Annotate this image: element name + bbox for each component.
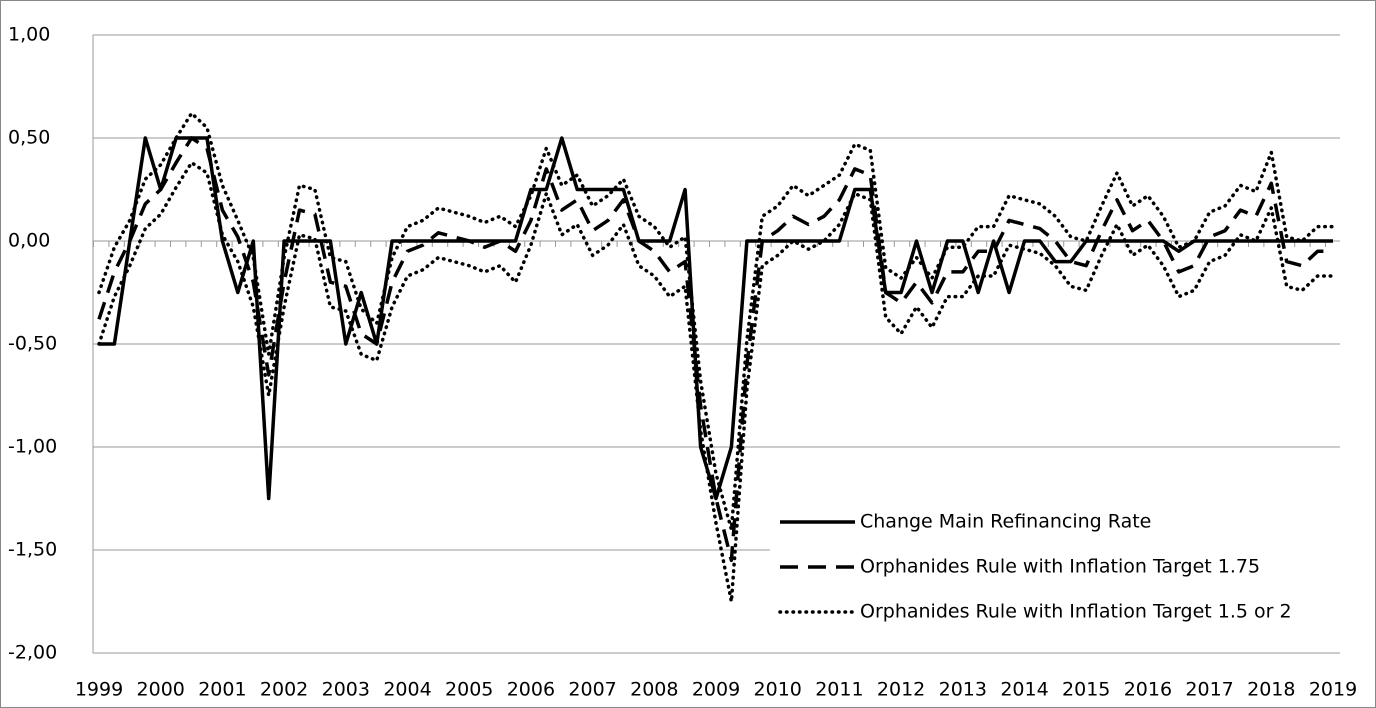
y-tick-label: -1,00 — [8, 436, 57, 458]
x-tick-label: 2018 — [1247, 679, 1295, 701]
x-tick-label: 2001 — [198, 679, 246, 701]
y-tick-label: -1,50 — [8, 539, 57, 561]
x-tick-label: 2016 — [1124, 679, 1172, 701]
x-tick-label: 2004 — [383, 679, 431, 701]
y-tick-label: 0,50 — [8, 127, 50, 149]
legend-label: Change Main Refinancing Rate — [860, 511, 1151, 533]
y-tick-label: -2,00 — [8, 642, 57, 664]
x-tick-label: 2014 — [1000, 679, 1048, 701]
x-tick-label: 2015 — [1062, 679, 1110, 701]
legend-label: Orphanides Rule with Inflation Target 1.… — [860, 601, 1292, 623]
x-tick-label: 2008 — [630, 679, 678, 701]
series-line — [97, 136, 1333, 563]
x-tick-label: 2012 — [877, 679, 925, 701]
x-tick-label: 2006 — [507, 679, 555, 701]
x-tick-label: 1999 — [75, 679, 123, 701]
x-tick-label: 2005 — [445, 679, 493, 701]
series-line — [97, 111, 1335, 532]
x-tick-label: 2017 — [1185, 679, 1233, 701]
x-tick-label: 2019 — [1309, 679, 1357, 701]
x-tick-label: 2009 — [692, 679, 740, 701]
x-tick-label: 2003 — [322, 679, 370, 701]
x-tick-label: 2002 — [260, 679, 308, 701]
x-tick-label: 2000 — [137, 679, 185, 701]
x-tick-label: 2010 — [754, 679, 802, 701]
y-tick-label: 0,00 — [8, 230, 50, 252]
series-line — [97, 160, 1335, 604]
legend-label: Orphanides Rule with Inflation Target 1.… — [860, 556, 1260, 578]
x-tick-label: 2011 — [815, 679, 863, 701]
x-tick-label: 2013 — [939, 679, 987, 701]
series-line — [99, 136, 1333, 501]
legend-box — [770, 498, 1370, 638]
y-tick-label: -0,50 — [8, 333, 57, 355]
y-tick-label: 1,00 — [8, 24, 50, 46]
x-tick-label: 2007 — [568, 679, 616, 701]
